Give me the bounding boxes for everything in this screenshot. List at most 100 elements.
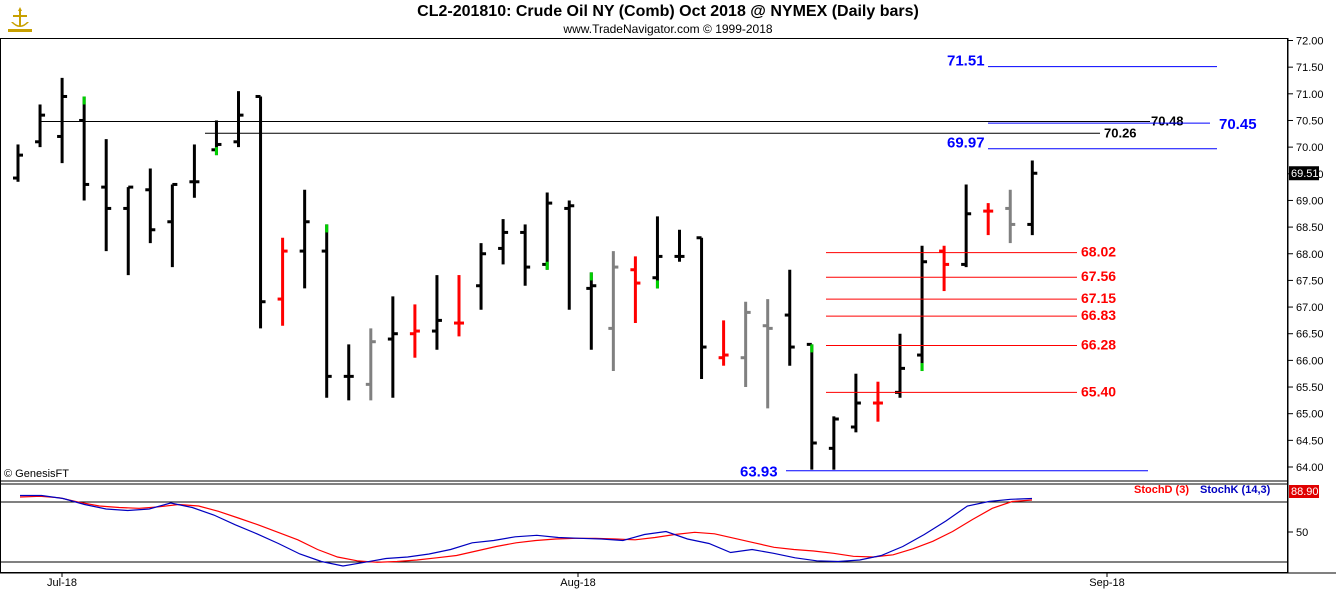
ohlc-bar [299, 189, 310, 289]
level-label: 66.83 [1081, 307, 1116, 323]
level-label: 71.51 [947, 53, 985, 70]
stoch-last-tag [1289, 485, 1319, 498]
ohlc-bar [652, 216, 663, 289]
ohlc-bar [409, 304, 420, 358]
price-level: 66.83 [826, 307, 1116, 323]
price-tick-label: 70.00 [1296, 142, 1324, 154]
ohlc-bar [233, 91, 244, 148]
ohlc-bar [983, 203, 994, 236]
ohlc-bar [35, 104, 46, 148]
ohlc-bar [454, 275, 464, 337]
ohlc-bar [57, 77, 68, 164]
level-label: 65.40 [1081, 383, 1116, 399]
legend-stoch-k: StochK (14,3) [1200, 484, 1271, 496]
ohlc-bar [255, 94, 266, 329]
price-tick-label: 71.00 [1296, 89, 1324, 101]
price-tick-label: 66.00 [1296, 355, 1324, 367]
ohlc-bar [167, 182, 178, 268]
price-level: 65.40 [826, 383, 1116, 399]
stoch-d-line [19, 495, 1033, 563]
ohlc-bar [608, 251, 619, 372]
ohlc-bar [476, 243, 487, 310]
last-price-tag [1289, 166, 1319, 181]
ohlc-bar [431, 275, 442, 350]
ohlc-bar [784, 269, 795, 366]
ohlc-bar [189, 144, 200, 198]
ohlc-bar [13, 144, 23, 182]
ohlc-bar [343, 344, 354, 401]
ohlc-bar [101, 139, 112, 252]
chart-header: CL2-201810: Crude Oil NY (Comb) Oct 2018… [0, 0, 1336, 38]
ohlc-bar [917, 245, 928, 372]
price-tick-label: 68.50 [1296, 222, 1324, 234]
ohlc-bar [498, 219, 509, 265]
ohlc-bar [145, 168, 156, 244]
level-label: 68.02 [1081, 244, 1116, 260]
stoch-k-line [20, 494, 1033, 567]
price-level: 66.28 [826, 336, 1116, 352]
ohlc-bar [277, 237, 288, 326]
price-tick-label: 67.50 [1296, 275, 1324, 287]
price-tick-label: 66.50 [1296, 329, 1324, 341]
ohlc-bar [586, 272, 597, 350]
price-tick-label: 64.50 [1296, 435, 1324, 447]
ohlc-bar [1027, 160, 1038, 236]
ohlc-bar [1005, 189, 1016, 244]
price-level: 69.97 [947, 135, 1217, 152]
ohlc-bar [321, 224, 332, 398]
level-label: 67.15 [1081, 290, 1116, 306]
price-tick-label: 70.50 [1296, 115, 1324, 127]
ohlc-bar [630, 256, 641, 324]
chart-subtitle: www.TradeNavigator.com © 1999-2018 [563, 22, 773, 36]
level-label: 63.93 [740, 464, 778, 481]
price-level: 67.56 [826, 268, 1116, 284]
price-tick-label: 67.00 [1296, 302, 1324, 314]
price-bars [13, 77, 1038, 470]
price-levels: 71.51 70.48 70.45 70.26 69.97 68.02 67.56 67.15… [40, 53, 1257, 481]
ohlc-bar [872, 381, 883, 422]
level-label: 70.26 [1104, 125, 1137, 140]
ohlc-bar [123, 185, 134, 276]
price-level: 70.48 [40, 114, 1184, 129]
ohlc-bar [828, 416, 839, 470]
date-tick-label: Sep-18 [1089, 577, 1124, 589]
price-axis: 72.0071.5071.0070.5070.0069.5069.0068.50… [1288, 36, 1324, 474]
ohlc-bar [696, 236, 707, 380]
level-label: 67.56 [1081, 268, 1116, 284]
price-tick-label: 65.50 [1296, 382, 1324, 394]
ohlc-bar [564, 200, 575, 310]
ohlc-bar [740, 301, 751, 388]
chart-frame [0, 38, 1336, 574]
price-level: 70.45 [988, 116, 1257, 133]
level-label: 69.97 [947, 135, 985, 152]
price-level: 68.02 [826, 244, 1116, 260]
ohlc-bar [211, 120, 222, 156]
chart-title: CL2-201810: Crude Oil NY (Comb) Oct 2018… [417, 3, 919, 20]
price-level: 71.51 [947, 53, 1217, 70]
stoch-last-label: 88.90 [1291, 486, 1319, 498]
date-tick-label: Jul-18 [47, 577, 77, 589]
trade-navigator-logo-icon [5, 4, 35, 34]
price-level: 70.26 [205, 125, 1137, 140]
price-tick-label: 68.00 [1296, 249, 1324, 261]
genesis-watermark: © GenesisFT [4, 468, 69, 480]
ohlc-bar [542, 192, 553, 270]
price-tick-label: 71.50 [1296, 62, 1324, 74]
ohlc-bar [79, 96, 90, 201]
ohlc-bar [762, 299, 773, 409]
price-tick-label: 64.00 [1296, 462, 1324, 474]
ohlc-bar [718, 320, 729, 366]
price-tick-label: 65.00 [1296, 409, 1324, 421]
date-tick-label: Aug-18 [560, 577, 595, 589]
ohlc-bar [961, 184, 972, 268]
ohlc-bar [520, 224, 531, 286]
price-tick-label: 72.00 [1296, 36, 1324, 48]
price-tick-label: 69.00 [1296, 195, 1324, 207]
price-level: 67.15 [826, 290, 1116, 306]
level-label: 70.45 [1219, 116, 1257, 133]
ohlc-bar [895, 333, 905, 398]
ohlc-bar [387, 296, 398, 398]
stochastic-panel: 50 StochD (3) StochK (14,3) 88.90 [19, 484, 1319, 567]
last-price-label: 69.51 [1291, 168, 1319, 180]
